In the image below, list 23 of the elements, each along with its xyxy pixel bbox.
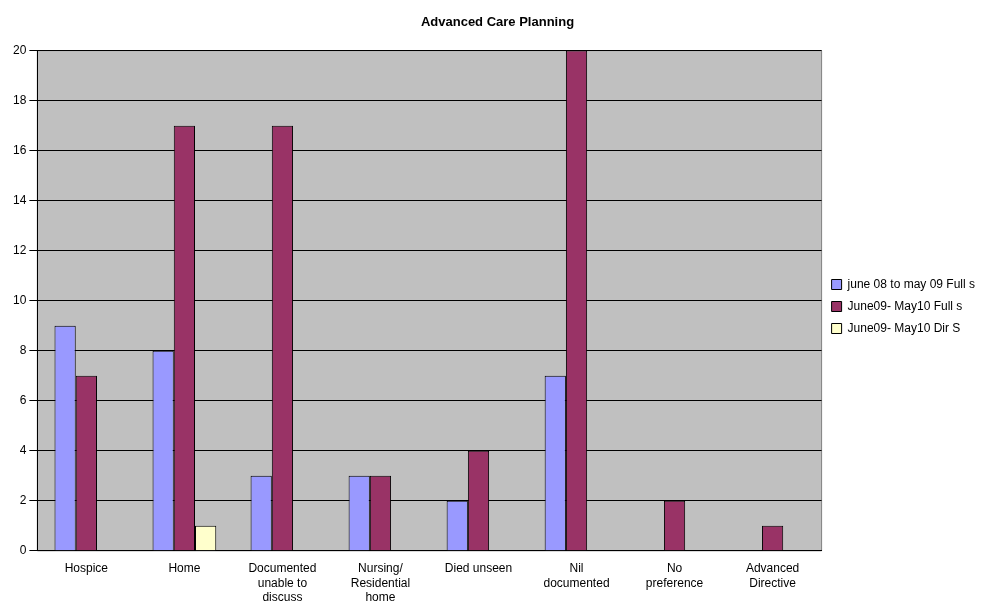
x-tick-label: Home [168, 561, 201, 576]
legend-label: June09- May10 Dir S [847, 320, 961, 335]
y-tick-label: 8 [19, 343, 27, 358]
y-tick-label: 10 [12, 293, 27, 308]
x-tick-label: Hospice [64, 561, 109, 576]
x-tick-label: No preference [645, 561, 704, 590]
x-tick-label: Nursing/ Residential home [350, 561, 411, 605]
chart-title: Advanced Care Planning [420, 14, 575, 30]
y-tick-label: 2 [19, 493, 27, 508]
x-tick-label: Documented unable to discuss [248, 561, 317, 605]
y-tick-label: 4 [19, 443, 27, 458]
y-tick-label: 16 [12, 142, 27, 157]
y-tick-label: 20 [12, 42, 27, 57]
x-tick-label: Died unseen [444, 561, 513, 576]
x-tick-label: Advanced Directive [745, 561, 800, 590]
x-tick-label: Nil documented [543, 561, 610, 590]
y-tick-label: 12 [12, 242, 27, 257]
y-tick-label: 14 [12, 192, 27, 207]
y-tick-label: 18 [12, 92, 27, 107]
y-tick-label: 0 [19, 543, 27, 558]
legend-label: June09- May10 Full s [847, 298, 963, 313]
legend-label: june 08 to may 09 Full s [846, 276, 976, 291]
y-tick-label: 6 [19, 393, 27, 408]
